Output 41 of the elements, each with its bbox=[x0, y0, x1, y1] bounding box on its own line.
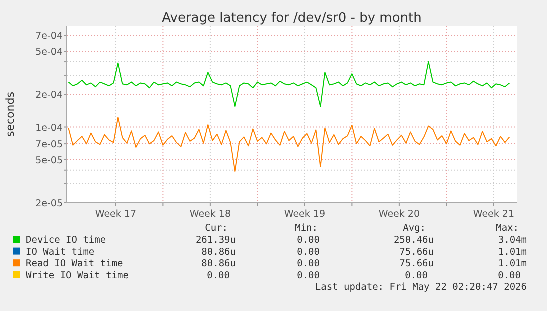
text: 3.04m bbox=[498, 235, 528, 246]
legend-label: Device IO time bbox=[26, 235, 106, 246]
text: 1.01m bbox=[498, 246, 528, 258]
text: Max: bbox=[496, 223, 519, 234]
text: 75.66u bbox=[400, 258, 434, 270]
text: Avg: bbox=[403, 223, 426, 234]
text: 1.01m bbox=[498, 258, 528, 270]
y-tick-label: 2e-05 bbox=[36, 198, 63, 210]
text: Min: bbox=[295, 223, 318, 234]
line-series bbox=[68, 117, 510, 172]
text: 0.00 bbox=[405, 270, 428, 282]
legend-label: IO Wait time bbox=[26, 246, 95, 258]
text: 0.00 bbox=[207, 270, 230, 282]
y-tick-label: 1e-04 bbox=[36, 122, 63, 134]
text: 0.00 bbox=[297, 270, 320, 282]
y-tick-label: 5e-05 bbox=[36, 155, 63, 166]
y-tick-label: 5e-04 bbox=[36, 47, 63, 58]
text: 75.66u bbox=[400, 246, 434, 258]
text: 261.39u bbox=[196, 235, 236, 246]
text: Cur: bbox=[205, 223, 228, 234]
text: Last update: Fri May 22 02:20:47 2026 bbox=[315, 282, 528, 294]
legend-label: Read IO Wait time bbox=[26, 258, 124, 270]
legend-label: Write IO Wait time bbox=[26, 270, 130, 282]
text: 80.86u bbox=[202, 258, 236, 270]
chart-title: Average latency for /dev/sr0 - by month bbox=[162, 11, 422, 26]
text: 0.00 bbox=[297, 246, 320, 258]
x-tick-label: Week 21 bbox=[473, 209, 515, 220]
y-tick-label: 2e-04 bbox=[36, 90, 63, 102]
text: 80.86u bbox=[202, 246, 236, 258]
text: 0.00 bbox=[297, 258, 320, 270]
text: 0.00 bbox=[297, 235, 320, 246]
text: 0.00 bbox=[498, 270, 522, 282]
x-tick-label: Week 20 bbox=[378, 209, 420, 220]
y-tick-label: 7e-05 bbox=[36, 140, 63, 151]
x-tick-label: Week 17 bbox=[95, 209, 137, 220]
y-tick-label: 7e-04 bbox=[36, 31, 63, 42]
line-series bbox=[68, 62, 510, 108]
x-tick-label: Week 19 bbox=[284, 209, 326, 220]
text: 250.46u bbox=[394, 235, 434, 246]
x-tick-label: Week 18 bbox=[190, 209, 232, 220]
y-axis-title: seconds bbox=[4, 92, 17, 137]
